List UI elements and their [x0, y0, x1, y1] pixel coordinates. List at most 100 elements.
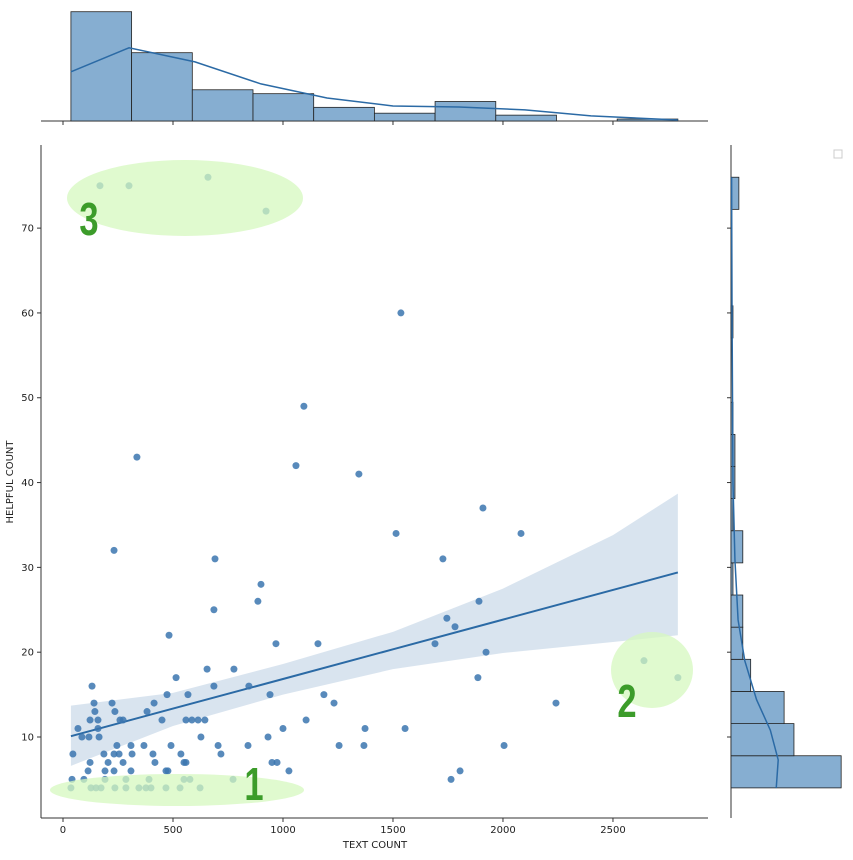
point	[163, 691, 171, 699]
kde-curve	[70, 47, 678, 121]
point	[517, 529, 525, 537]
point	[133, 453, 141, 461]
histogram-bar	[495, 114, 557, 122]
point	[254, 597, 262, 605]
point	[401, 725, 409, 733]
point	[439, 555, 447, 563]
point	[268, 758, 276, 766]
point	[140, 741, 148, 749]
highlight-ellipse	[50, 774, 304, 806]
histogram-bar	[313, 106, 375, 122]
point	[149, 750, 157, 758]
point	[475, 597, 483, 605]
point	[210, 682, 218, 690]
point	[456, 767, 464, 775]
point	[172, 674, 180, 682]
point	[302, 716, 310, 724]
histogram-bar	[70, 11, 133, 122]
y-axis-title: HELPFUL COUNT	[5, 440, 16, 524]
histogram-bar	[131, 52, 193, 122]
histogram-bar	[730, 530, 744, 564]
point	[201, 716, 209, 724]
point	[500, 741, 508, 749]
point	[78, 733, 86, 741]
point	[273, 758, 281, 766]
point	[182, 716, 190, 724]
point	[474, 674, 482, 682]
point	[194, 716, 202, 724]
point	[552, 699, 560, 707]
point	[94, 716, 102, 724]
point	[151, 758, 159, 766]
point	[197, 733, 205, 741]
point	[230, 665, 238, 673]
point	[479, 504, 487, 512]
y-tick-label: 30	[21, 563, 34, 574]
point	[85, 733, 93, 741]
point	[91, 708, 99, 716]
point	[95, 733, 103, 741]
point	[164, 767, 172, 775]
point	[210, 606, 218, 614]
point	[167, 741, 175, 749]
point	[150, 699, 158, 707]
point	[397, 309, 405, 317]
x-tick-label: 2000	[490, 825, 515, 836]
point	[431, 640, 439, 648]
annotation-number: 1	[244, 758, 263, 810]
point	[177, 750, 185, 758]
regression-line	[70, 571, 679, 738]
point	[314, 640, 322, 648]
x-tick-label: 1000	[270, 825, 295, 836]
point	[264, 733, 272, 741]
x-axis-title: TEXT COUNT	[342, 840, 408, 851]
histogram-bar	[373, 112, 436, 122]
histogram-bar	[252, 93, 315, 122]
x-tick-label: 1500	[380, 825, 405, 836]
point	[119, 716, 127, 724]
point	[100, 750, 108, 758]
point	[360, 741, 368, 749]
point	[104, 758, 112, 766]
point	[330, 699, 338, 707]
histogram-bar	[730, 626, 744, 660]
point	[203, 665, 211, 673]
point	[392, 529, 400, 537]
histogram-bar	[730, 755, 842, 789]
y-tick-label: 50	[21, 393, 34, 404]
point	[165, 631, 173, 639]
point	[69, 750, 77, 758]
histogram-bar	[730, 562, 734, 596]
y-tick-label: 20	[21, 648, 34, 659]
y-tick-label: 40	[21, 478, 34, 489]
point	[86, 758, 94, 766]
point	[355, 470, 363, 478]
point	[158, 716, 166, 724]
point	[88, 682, 96, 690]
point	[361, 725, 369, 733]
point	[279, 725, 287, 733]
point	[184, 691, 192, 699]
histogram-bar	[730, 723, 795, 757]
x-tick-label: 0	[60, 825, 66, 836]
x-tick-label: 2500	[600, 825, 625, 836]
point	[300, 402, 308, 410]
highlight-ellipse	[611, 632, 693, 708]
point	[108, 699, 116, 707]
point	[111, 708, 119, 716]
point	[285, 767, 293, 775]
y-tick-label: 70	[21, 224, 34, 235]
point	[110, 546, 118, 554]
confidence-band	[70, 493, 678, 766]
kde-curve	[730, 177, 779, 788]
point	[245, 682, 253, 690]
point	[266, 691, 274, 699]
annotation-number: 2	[617, 675, 636, 727]
point	[451, 623, 459, 631]
point	[143, 708, 151, 716]
point	[74, 725, 82, 733]
plot-area: 0 500 1000 1500 2000 2500 10 20 30 40 50 60 70	[21, 11, 842, 836]
point	[482, 648, 490, 656]
point	[84, 767, 92, 775]
